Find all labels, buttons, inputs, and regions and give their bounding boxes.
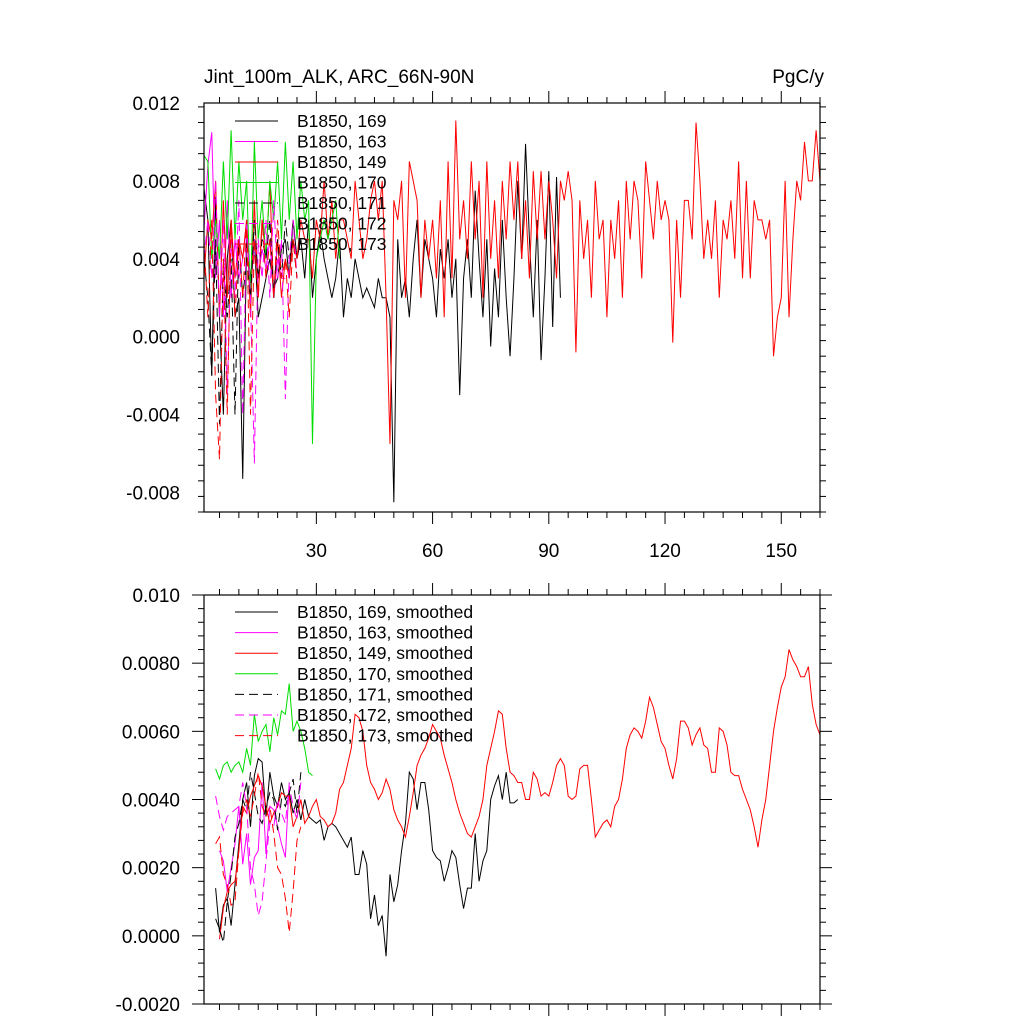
legend-label: B1850, 163 [297,132,387,152]
bottom-axes: -0.0020 0.0000 0.0020 0.0040 0.0060 0.0080 0.0… [116,583,832,1016]
y-tick-label: 0.012 [132,94,180,115]
y-tick-label: 0.000 [132,328,180,349]
series-line-bottom-2 [219,649,820,940]
top-panel: Jint_100m_ALK, ARC_66N-90N PgC/y 30 60 90 1… [126,67,826,562]
legend-label: B1850, 163, smoothed [297,623,473,643]
series-line-top-5 [204,180,298,464]
top-series-group [204,120,820,503]
y-tick-label: -0.004 [126,406,180,427]
top-panel-title: Jint_100m_ALK, ARC_66N-90N [204,67,474,88]
y-tick-label: 0.008 [132,172,180,193]
y-tick-label: -0.0020 [116,995,180,1016]
y-tick-label: -0.008 [126,484,180,505]
top-axes: 30 60 90 120 150 -0.008 -0.004 0.000 0.004 0.008 0… [126,91,826,562]
y-tick-label: 0.0000 [122,927,180,948]
legend-label: B1850, 172 [297,214,387,234]
legend-label: B1850, 173 [297,234,387,254]
legend-label: B1850, 170, smoothed [297,664,473,684]
series-line-bottom-3 [215,683,313,781]
top-panel-units: PgC/y [772,67,824,88]
y-tick-label: 0.0060 [122,722,180,743]
legend-label: B1850, 171 [297,193,387,213]
legend-label: B1850, 172, smoothed [297,705,473,725]
x-tick-label: 150 [765,541,797,562]
bottom-series-group [215,649,820,957]
bottom-panel: -0.0020 0.0000 0.0020 0.0040 0.0060 0.0080 0.0… [116,583,832,1016]
top-plot-frame [203,102,821,513]
series-line-bottom-6 [215,772,302,933]
y-tick-label: 0.0040 [122,791,180,812]
series-line-top-2 [204,120,820,444]
legend-label: B1850, 169 [297,111,387,131]
legend-label: B1850, 149, smoothed [297,643,473,663]
x-tick-label: 60 [422,541,443,562]
series-line-bottom-4 [215,772,302,943]
series-line-top-0 [204,143,561,503]
y-tick-label: 0.0020 [122,859,180,880]
series-line-bottom-5 [215,782,302,916]
y-tick-label: 0.0080 [122,654,180,675]
legend-label: B1850, 170 [297,173,387,193]
x-tick-label: 90 [538,541,559,562]
legend-label: B1850, 173, smoothed [297,726,473,746]
series-line-top-3 [204,130,341,444]
y-tick-label: 0.010 [132,586,180,607]
series-line-top-6 [204,219,298,460]
series-line-bottom-0 [215,757,519,957]
x-tick-label: 30 [306,541,327,562]
y-tick-label: 0.004 [132,250,180,271]
legend-label: B1850, 169, smoothed [297,602,473,622]
legend-label: B1850, 171, smoothed [297,684,473,704]
legend-label: B1850, 149 [297,152,387,172]
x-tick-label: 120 [649,541,681,562]
